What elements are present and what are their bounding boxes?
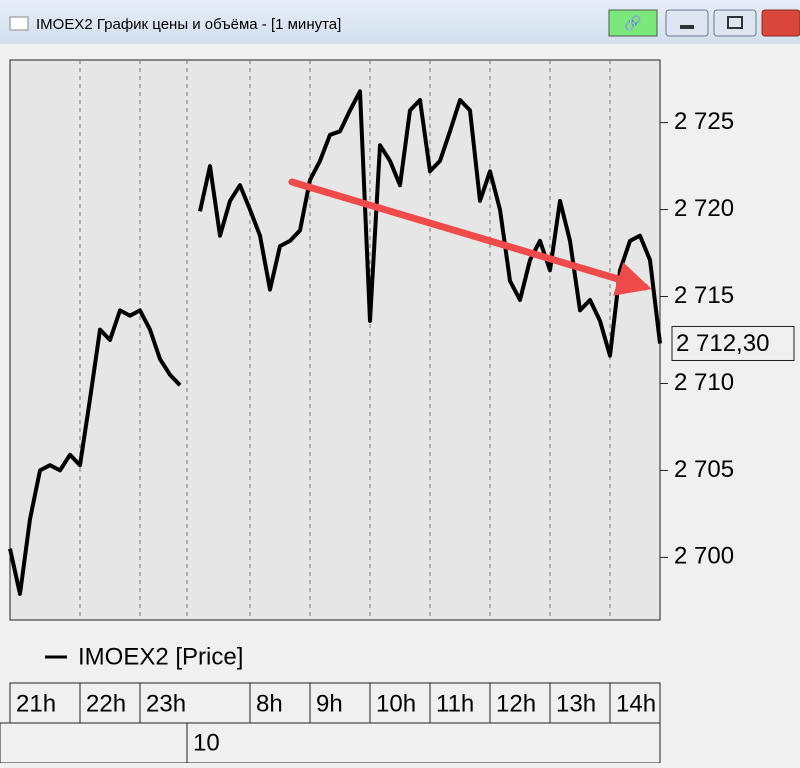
- x-tick-label: 11h: [436, 690, 474, 717]
- annotation-arrow: [288, 178, 652, 296]
- plot-area: [9, 59, 661, 621]
- maximize-button[interactable]: [713, 9, 757, 37]
- maximize-icon: [727, 16, 743, 29]
- last-price-label: 2 712,30: [676, 330, 769, 357]
- y-tick-label: 2 720: [674, 195, 734, 222]
- window-title: IMOEX2 График цены и объёма - [1 минута]: [36, 16, 341, 33]
- series-layer: [8, 89, 662, 596]
- close-button[interactable]: [761, 9, 800, 37]
- axes-layer: 2 700 2 705 2 710 2 715 2 720 2 725 21h 22h 23h 8…: [9, 108, 795, 763]
- x-tick-label: 22h: [86, 690, 126, 717]
- y-tick-label: 2 725: [674, 108, 734, 135]
- x-tick-label: 10h: [376, 690, 416, 717]
- x-tick-label: 9h: [316, 690, 343, 717]
- y-tick-label: 2 705: [674, 456, 734, 483]
- minimize-icon: [680, 25, 694, 29]
- y-tick-label: 2 715: [674, 282, 734, 309]
- app-icon: [9, 16, 29, 31]
- x-tick-label: 14h: [616, 690, 656, 717]
- time-axis: [9, 682, 661, 724]
- last-price-box: [671, 325, 795, 361]
- price-line: [8, 89, 662, 596]
- date-axis: [0, 722, 661, 764]
- x-tick-label: 21h: [16, 690, 56, 717]
- y-tick-label: 2 700: [674, 543, 734, 570]
- y-tick-label: 2 710: [674, 369, 734, 396]
- minimize-button[interactable]: [665, 9, 709, 37]
- link-button[interactable]: [608, 9, 658, 37]
- day-label: 10: [193, 729, 220, 756]
- x-tick-label: 23h: [146, 690, 186, 717]
- legend-label: IMOEX2 [Price]: [78, 643, 243, 670]
- link-icon: 🔗: [624, 14, 642, 32]
- x-tick-label: 8h: [256, 690, 283, 717]
- x-tick-label: 13h: [556, 690, 596, 717]
- x-tick-label: 12h: [496, 690, 536, 717]
